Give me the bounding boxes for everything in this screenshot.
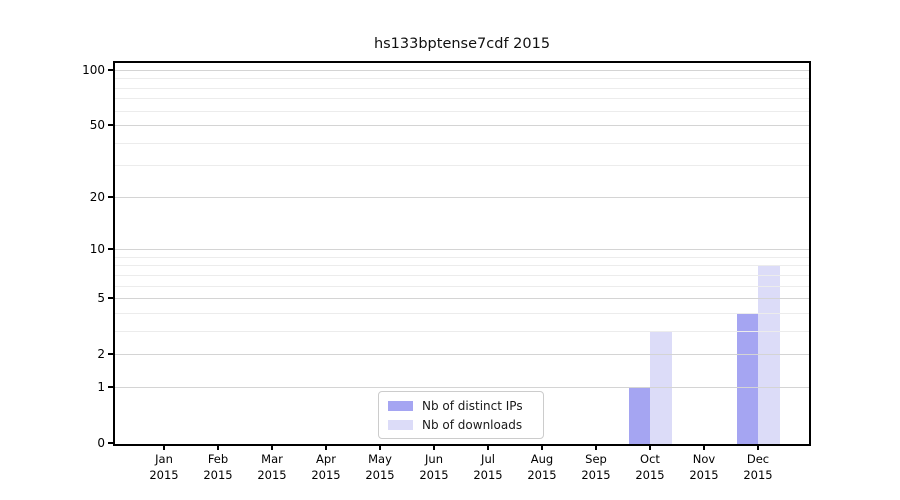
y-tick-mark <box>108 353 113 356</box>
gridline-6 <box>115 285 809 287</box>
y-tick-label-10: 10 <box>89 242 105 257</box>
x-tick-label-oct: Oct 2015 <box>635 452 665 482</box>
gridline-90 <box>115 78 809 80</box>
x-tick-mark <box>595 446 597 450</box>
x-tick-mark <box>163 446 165 450</box>
x-tick-mark <box>487 446 489 450</box>
x-tick-label-jul: Jul 2015 <box>473 452 503 482</box>
gridline-80 <box>115 87 809 89</box>
legend-label: Nb of downloads <box>422 417 523 432</box>
x-tick-mark <box>757 446 759 450</box>
gridline-5 <box>115 298 809 300</box>
y-tick-label-20: 20 <box>89 189 105 204</box>
gridline-50 <box>115 125 809 127</box>
x-tick-label-feb: Feb 2015 <box>203 452 233 482</box>
x-tick-mark <box>541 446 543 450</box>
y-tick-mark <box>108 248 113 251</box>
gridline-7 <box>115 274 809 276</box>
y-tick-mark <box>108 442 113 444</box>
gridline-60 <box>115 110 809 112</box>
chart-title: hs133bptense7cdf 2015 <box>373 36 551 52</box>
y-tick-label-0: 0 <box>97 436 105 450</box>
y-tick-mark <box>108 297 113 300</box>
x-tick-mark <box>325 446 327 450</box>
y-tick-label-1: 1 <box>97 379 105 394</box>
x-tick-mark <box>433 446 435 450</box>
bar-distinct-ips-oct <box>628 386 650 444</box>
x-tick-label-sep: Sep 2015 <box>581 452 611 482</box>
y-tick-label-50: 50 <box>89 118 105 133</box>
gridline-4 <box>115 312 809 314</box>
legend-swatch-downloads <box>388 419 413 430</box>
plot-area <box>113 61 811 446</box>
legend: Nb of distinct IPs Nb of downloads <box>378 391 544 439</box>
bar-distinct-ips-dec <box>736 312 758 444</box>
y-tick-mark <box>108 195 113 198</box>
x-tick-mark <box>379 446 381 450</box>
x-tick-label-apr: Apr 2015 <box>311 452 341 482</box>
x-tick-label-may: May 2015 <box>365 452 395 482</box>
x-tick-mark <box>703 446 705 450</box>
gridline-100 <box>115 70 809 71</box>
gridline-9 <box>115 256 809 258</box>
x-tick-mark <box>649 446 651 450</box>
legend-item-distinct-ips: Nb of distinct IPs <box>388 398 534 413</box>
x-tick-label-jun: Jun 2015 <box>419 452 449 482</box>
y-tick-label-100: 100 <box>82 63 105 77</box>
gridline-10 <box>115 249 809 251</box>
gridline-1 <box>115 386 809 388</box>
plot-inner <box>115 63 809 444</box>
gridline-70 <box>115 98 809 100</box>
x-tick-label-nov: Nov 2015 <box>689 452 719 482</box>
x-tick-mark <box>271 446 273 450</box>
x-tick-label-dec: Dec 2015 <box>743 452 773 482</box>
legend-label: Nb of distinct IPs <box>422 398 523 413</box>
x-tick-label-aug: Aug 2015 <box>527 452 557 482</box>
gridline-8 <box>115 265 809 267</box>
gridline-2 <box>115 354 809 356</box>
x-tick-label-jan: Jan 2015 <box>149 452 179 482</box>
x-tick-mark <box>217 446 219 450</box>
legend-swatch-distinct-ips <box>388 400 413 411</box>
x-tick-label-mar: Mar 2015 <box>257 452 287 482</box>
y-tick-mark <box>108 69 113 71</box>
gridline-20 <box>115 196 809 198</box>
y-tick-mark <box>108 124 113 127</box>
legend-item-downloads: Nb of downloads <box>388 417 534 432</box>
y-tick-label-2: 2 <box>97 347 105 362</box>
y-tick-label-5: 5 <box>97 291 105 306</box>
gridline-40 <box>115 142 809 144</box>
gridline-3 <box>115 330 809 332</box>
y-tick-mark <box>108 385 113 388</box>
gridline-30 <box>115 165 809 167</box>
